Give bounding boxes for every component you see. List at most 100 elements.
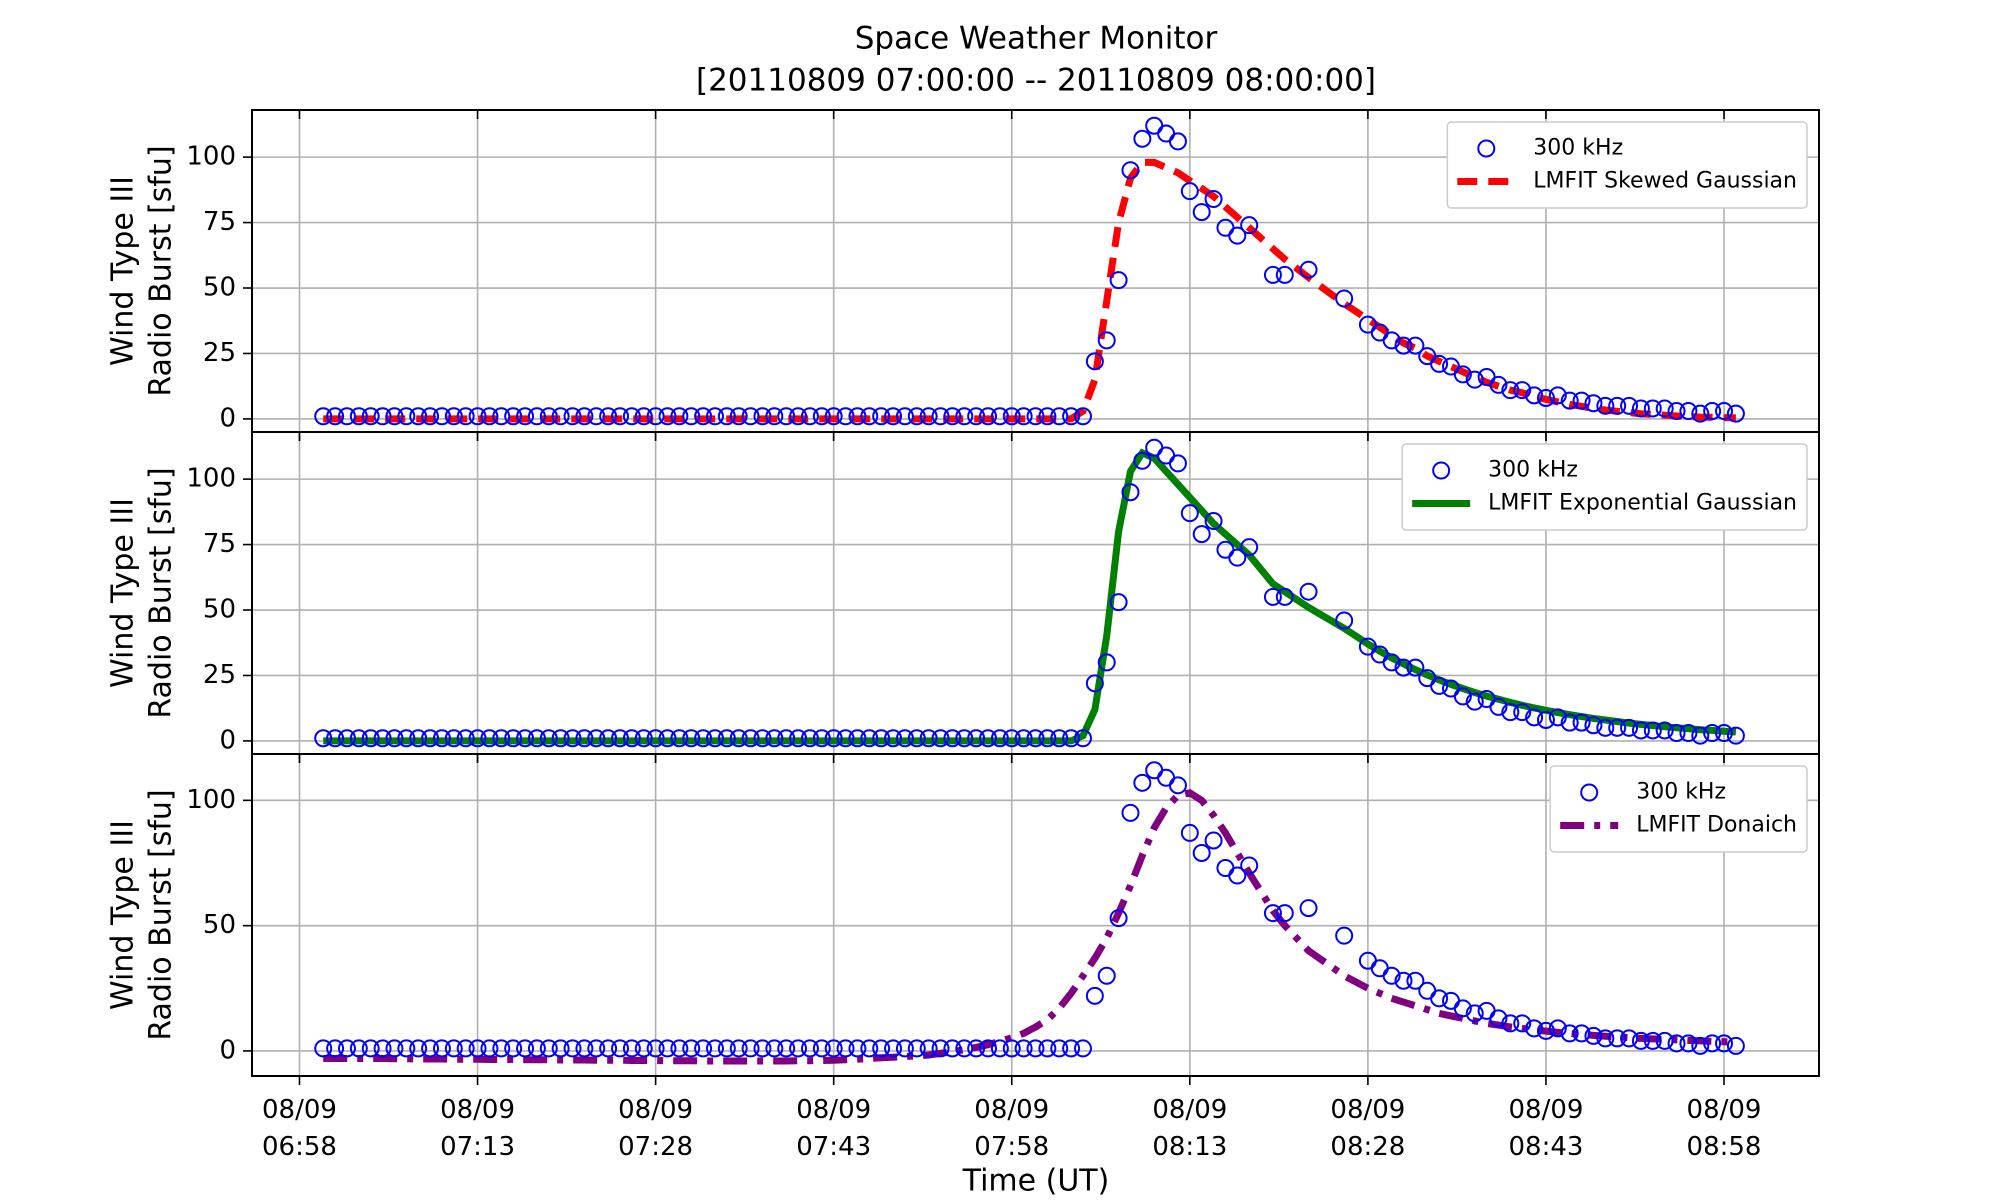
data-point xyxy=(1275,587,1294,606)
data-point xyxy=(1477,1001,1496,1020)
data-point xyxy=(527,1039,546,1058)
data-point xyxy=(492,729,511,748)
data-point xyxy=(1382,966,1401,985)
axes-frame xyxy=(251,753,1820,1077)
data-point xyxy=(1097,331,1116,350)
data-point xyxy=(1726,1036,1745,1055)
data-point xyxy=(884,729,903,748)
data-point xyxy=(789,407,808,426)
data-point xyxy=(931,729,950,748)
data-point xyxy=(1121,803,1140,822)
data-point xyxy=(848,1039,867,1058)
data-point xyxy=(884,1039,903,1058)
data-point xyxy=(1275,904,1294,923)
data-point xyxy=(337,729,356,748)
data-point xyxy=(705,729,724,748)
data-point xyxy=(1631,399,1650,418)
data-point xyxy=(1608,1029,1627,1048)
legend-label: LMFIT Skewed Gaussian xyxy=(1533,169,1797,194)
data-point xyxy=(1430,354,1449,373)
data-point xyxy=(1406,336,1425,355)
data-point xyxy=(1216,859,1235,878)
y-tick-label: 0 xyxy=(219,1035,236,1065)
data-point xyxy=(1596,396,1615,415)
data-point xyxy=(337,407,356,426)
data-point xyxy=(1620,396,1639,415)
data-point xyxy=(1560,1024,1579,1043)
data-point xyxy=(1157,446,1176,465)
data-point xyxy=(895,407,914,426)
data-point xyxy=(836,1039,855,1058)
data-point xyxy=(1703,724,1722,743)
data-point xyxy=(468,729,487,748)
data-point xyxy=(456,729,475,748)
y-tick-label: 50 xyxy=(203,595,236,625)
data-point xyxy=(1406,971,1425,990)
y-tick-label: 100 xyxy=(186,142,236,172)
data-point xyxy=(1097,653,1116,672)
data-point xyxy=(1228,548,1247,567)
data-point xyxy=(1145,761,1164,780)
data-point xyxy=(444,729,463,748)
plot-area xyxy=(314,438,1745,748)
legend-marker xyxy=(1432,461,1451,480)
x-tick-label: 08/09 08:43 xyxy=(1508,1095,1584,1162)
data-point xyxy=(516,729,535,748)
data-point xyxy=(1014,1039,1033,1058)
y-axis-label: Radio Burst [sfu] xyxy=(144,467,179,718)
y-axis-label: Radio Burst [sfu] xyxy=(144,145,179,396)
data-point xyxy=(1513,1014,1532,1033)
data-point xyxy=(1441,991,1460,1010)
data-point xyxy=(1382,331,1401,350)
data-point xyxy=(943,729,962,748)
data-point xyxy=(1536,710,1555,729)
data-point xyxy=(800,407,819,426)
data-point xyxy=(1168,776,1187,795)
data-point xyxy=(717,729,736,748)
data-point xyxy=(777,407,796,426)
data-point xyxy=(741,1039,760,1058)
data-point xyxy=(872,1039,891,1058)
data-point xyxy=(527,407,546,426)
legend-marker xyxy=(1580,783,1599,802)
data-point xyxy=(563,729,582,748)
data-point xyxy=(1643,1031,1662,1050)
data-point xyxy=(611,1039,630,1058)
data-point xyxy=(658,729,677,748)
data-point xyxy=(777,729,796,748)
data-point xyxy=(694,729,713,748)
legend-label: LMFIT Exponential Gaussian xyxy=(1488,491,1797,516)
data-point xyxy=(1109,271,1128,290)
y-tick-label: 50 xyxy=(203,910,236,940)
data-point xyxy=(848,407,867,426)
data-point xyxy=(658,1039,677,1058)
y-axis-label: Wind Type III xyxy=(106,176,141,366)
data-point xyxy=(753,729,772,748)
data-point xyxy=(587,729,606,748)
data-point xyxy=(1121,161,1140,180)
data-point xyxy=(1513,381,1532,400)
data-point xyxy=(1631,721,1650,740)
fit-line xyxy=(323,789,1737,1065)
data-point xyxy=(1335,611,1354,630)
legend-label: 300 kHz xyxy=(1636,780,1726,805)
data-point xyxy=(1204,190,1223,209)
data-point xyxy=(955,1039,974,1058)
fit-line xyxy=(323,158,1736,423)
data-point xyxy=(1536,1021,1555,1040)
data-point xyxy=(824,1039,843,1058)
data-point xyxy=(1513,703,1532,722)
data-point xyxy=(444,1039,463,1058)
data-point xyxy=(729,729,748,748)
x-tick-label: 08/09 06:58 xyxy=(262,1095,337,1162)
data-point xyxy=(1133,129,1152,148)
data-point xyxy=(1584,716,1603,735)
data-point xyxy=(1643,399,1662,418)
data-point xyxy=(1133,773,1152,792)
data-point xyxy=(1703,402,1722,421)
data-point xyxy=(705,407,724,426)
data-point xyxy=(1228,226,1247,245)
data-point xyxy=(1240,538,1259,557)
data-point xyxy=(1157,124,1176,143)
data-point xyxy=(314,1039,333,1058)
